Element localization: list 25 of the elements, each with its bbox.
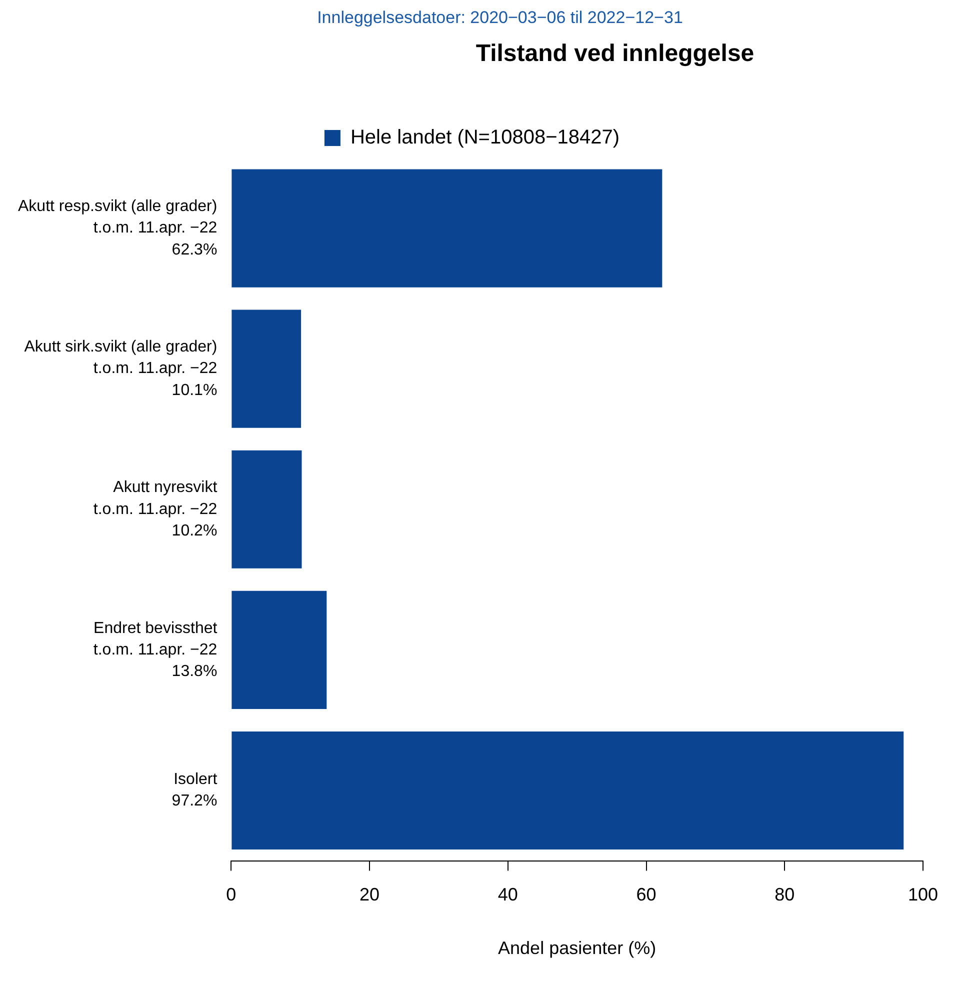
- data-label: 13.8%: [172, 662, 218, 680]
- legend-label: Hele landet (N=10808−18427): [350, 126, 620, 149]
- data-label: 62.3%: [172, 241, 218, 258]
- x-tick-label: 60: [636, 884, 656, 905]
- x-tick-label: 0: [226, 884, 236, 905]
- x-tick-label: 20: [360, 884, 380, 905]
- y-tick-label: Isolert: [174, 771, 218, 788]
- bar: [232, 169, 662, 288]
- x-axis-title: Andel pasienter (%): [498, 938, 656, 958]
- bar: [232, 450, 302, 568]
- bar: [232, 731, 904, 850]
- chart-subtitle: Innleggelsesdatoer: 2020−03−06 til 2022−12−31: [316, 8, 684, 28]
- chart-title: Tilstand ved innleggelse: [474, 40, 756, 68]
- data-label: 10.2%: [172, 522, 218, 540]
- bar: [232, 590, 327, 709]
- data-label: 97.2%: [172, 792, 218, 810]
- y-tick-label: Akutt sirk.svikt (alle grader) t.o.m. 11.apr. −22: [24, 338, 218, 378]
- x-tick-label: 40: [498, 884, 518, 905]
- y-tick-label: Akutt resp.svikt (alle grader) t.o.m. 11.apr. −22: [18, 198, 218, 237]
- x-tick-label: 80: [774, 884, 795, 905]
- y-tick-label: Endret bevissthet t.o.m. 11.apr. −22: [93, 620, 218, 658]
- y-tick-label: Akutt nyresvikt t.o.m. 11.apr. −22: [93, 479, 218, 518]
- x-tick-label: 100: [908, 884, 938, 905]
- bar: [232, 310, 302, 428]
- data-label: 10.1%: [172, 382, 218, 399]
